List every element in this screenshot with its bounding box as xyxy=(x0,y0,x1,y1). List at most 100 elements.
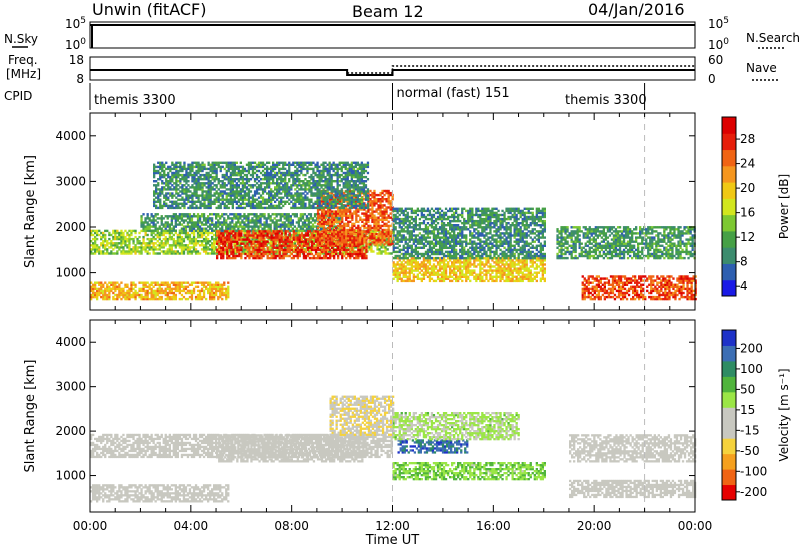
data-cell xyxy=(202,229,206,233)
data-cell xyxy=(426,248,430,252)
data-cell xyxy=(339,210,342,213)
data-cell xyxy=(383,189,386,193)
data-cell xyxy=(420,234,423,237)
data-cell xyxy=(146,225,149,228)
data-cell xyxy=(314,250,318,254)
data-cell xyxy=(320,198,324,201)
data-cell xyxy=(104,293,107,297)
data-cell xyxy=(209,227,212,230)
data-cell xyxy=(216,254,219,258)
data-cell xyxy=(258,248,261,252)
data-cell xyxy=(154,242,157,245)
data-cell xyxy=(226,254,229,258)
data-cell xyxy=(144,231,147,235)
data-cell xyxy=(211,237,214,241)
data-cell xyxy=(475,265,478,268)
data-cell xyxy=(102,235,105,239)
data-cell xyxy=(90,240,93,243)
data-cell xyxy=(180,217,184,220)
data-cell xyxy=(404,240,407,243)
data-cell xyxy=(172,237,175,241)
data-cell xyxy=(408,275,411,278)
data-cell xyxy=(408,259,411,262)
data-cell xyxy=(258,230,261,233)
data-cell xyxy=(331,254,334,258)
data-cell xyxy=(489,273,492,276)
data-cell xyxy=(329,238,332,241)
data-cell xyxy=(114,285,117,288)
data-cell xyxy=(196,252,200,255)
data-cell xyxy=(198,215,202,218)
data-cell xyxy=(533,275,536,278)
data-cell xyxy=(170,291,173,295)
data-cell xyxy=(283,217,286,220)
data-cell xyxy=(228,240,231,243)
data-cell xyxy=(320,214,324,217)
data-cell xyxy=(509,263,512,266)
data-cell xyxy=(207,217,210,220)
data-cell xyxy=(261,213,264,216)
data-cell xyxy=(142,285,145,288)
data-cell xyxy=(180,242,184,245)
data-cell xyxy=(200,287,204,291)
data-cell xyxy=(333,222,336,226)
data-cell xyxy=(394,271,397,274)
data-cell xyxy=(329,218,332,221)
data-cell xyxy=(273,217,276,220)
data-cell xyxy=(298,252,301,256)
data-cell xyxy=(400,279,403,283)
data-cell xyxy=(150,231,153,235)
data-cell xyxy=(213,287,216,291)
data-cell xyxy=(178,223,181,226)
data-cell xyxy=(359,218,362,221)
data-cell xyxy=(269,242,272,245)
data-cell xyxy=(291,221,294,224)
data-cell xyxy=(428,256,432,260)
data-cell xyxy=(487,271,490,274)
data-cell xyxy=(205,242,208,245)
data-cell xyxy=(130,250,133,253)
data-cell xyxy=(543,277,546,280)
data-cell xyxy=(246,238,249,241)
data-cell xyxy=(400,236,403,239)
data-cell xyxy=(289,215,292,218)
data-cell xyxy=(264,242,267,245)
data-cell xyxy=(170,250,173,253)
data-cell xyxy=(371,196,374,199)
data-cell xyxy=(164,231,167,235)
data-cell xyxy=(457,279,460,283)
data-cell xyxy=(170,281,173,284)
data-cell xyxy=(442,259,446,262)
data-cell xyxy=(373,191,376,195)
data-cell xyxy=(353,230,356,233)
data-cell xyxy=(316,246,320,249)
data-cell xyxy=(408,267,411,270)
data-cell xyxy=(449,256,452,260)
data-cell xyxy=(142,227,145,230)
data-cell xyxy=(361,218,364,221)
data-cell xyxy=(324,244,328,247)
data-cell xyxy=(267,227,270,230)
data-cell xyxy=(308,246,312,249)
data-cell xyxy=(465,275,468,278)
data-cell xyxy=(236,242,239,245)
data-cell xyxy=(392,207,395,210)
data-cell xyxy=(128,246,131,249)
data-cell xyxy=(164,291,167,295)
data-cell xyxy=(371,206,374,209)
data-cell xyxy=(424,256,428,260)
data-cell xyxy=(180,215,184,218)
data-cell xyxy=(249,225,252,228)
data-cell xyxy=(280,244,283,247)
data-cell xyxy=(205,227,208,230)
data-cell xyxy=(309,227,313,230)
data-cell xyxy=(318,244,322,247)
data-cell xyxy=(511,271,514,274)
data-cell xyxy=(438,259,442,262)
data-cell xyxy=(365,248,368,252)
data-cell xyxy=(138,287,141,291)
data-cell xyxy=(449,219,452,223)
data-cell xyxy=(134,293,137,297)
data-cell xyxy=(132,281,135,284)
data-cell xyxy=(363,222,366,226)
